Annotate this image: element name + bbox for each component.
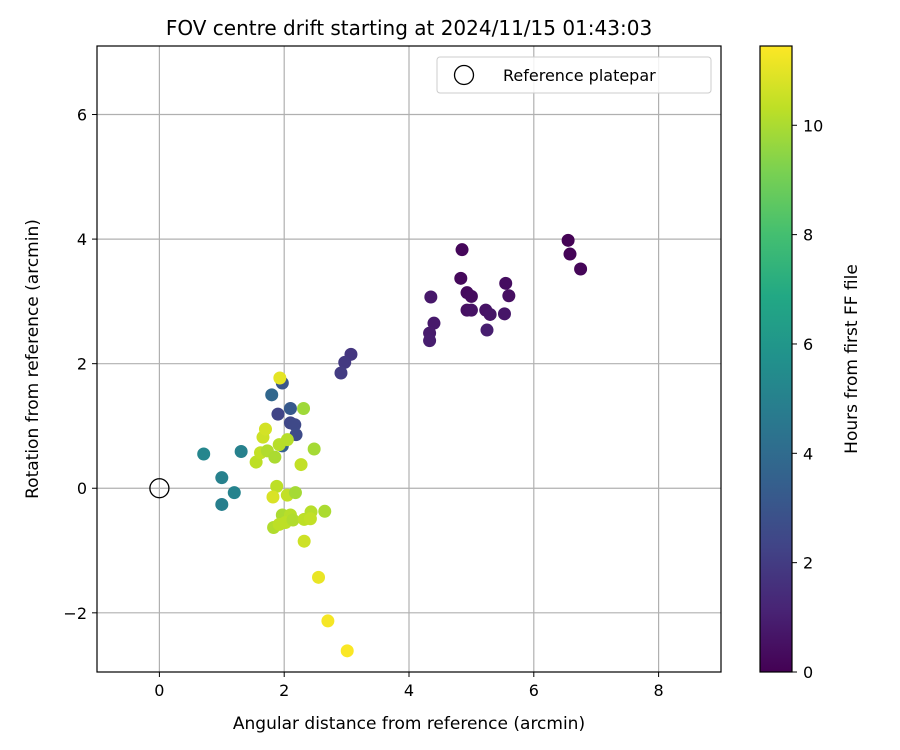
data-point: [497, 307, 511, 321]
data-point: [271, 407, 285, 421]
chart-title: FOV centre drift starting at 2024/11/15 …: [166, 16, 652, 40]
x-tick-label: 8: [654, 681, 664, 700]
data-point: [502, 289, 516, 303]
data-point: [266, 490, 280, 504]
data-point: [270, 479, 284, 493]
x-axis-ticks: 0 2 4 6 8: [154, 672, 664, 700]
data-point: [312, 570, 326, 584]
x-tick-label: 0: [154, 681, 164, 700]
legend-marker-reference: [453, 64, 475, 86]
y-axis-label: Rotation from reference (arcmin): [23, 219, 43, 499]
reference-platepar-marker: [149, 478, 170, 499]
data-point: [454, 271, 468, 285]
data-point: [197, 447, 211, 461]
data-point: [288, 418, 302, 432]
data-point: [283, 402, 297, 416]
data-point: [288, 486, 302, 500]
data-point: [574, 262, 588, 276]
data-point: [273, 371, 287, 385]
data-point: [215, 471, 229, 485]
legend-label-reference: Reference platepar: [503, 66, 656, 85]
x-tick-label: 4: [404, 681, 414, 700]
data-point: [427, 316, 441, 330]
data-point: [265, 388, 279, 402]
x-tick-label: 2: [279, 681, 289, 700]
data-point: [483, 307, 497, 321]
data-point: [227, 486, 241, 500]
y-tick-label: 4: [77, 230, 87, 249]
data-point: [258, 422, 272, 436]
data-point: [297, 402, 311, 416]
colorbar-gradient: [759, 45, 793, 673]
data-point: [480, 323, 494, 337]
data-point: [286, 513, 300, 527]
y-tick-label: 6: [77, 106, 87, 125]
colorbar-tick-label: 2: [803, 554, 813, 573]
data-point: [340, 644, 354, 658]
data-point: [424, 290, 438, 304]
grid-lines: [97, 46, 721, 672]
colorbar-tick-label: 6: [803, 335, 813, 354]
data-point: [423, 334, 437, 348]
data-point: [455, 243, 469, 257]
data-point: [561, 233, 575, 247]
colorbar-tick-label: 8: [803, 226, 813, 245]
data-point: [563, 247, 577, 261]
x-axis-label: Angular distance from reference (arcmin): [233, 714, 585, 734]
colorbar-tick-label: 10: [803, 116, 823, 135]
data-point: [499, 276, 513, 290]
data-point: [318, 504, 332, 518]
y-tick-label: 2: [77, 355, 87, 374]
colorbar-tick-label: 4: [803, 444, 813, 463]
y-axis-ticks: −2 0 2 4 6: [63, 106, 97, 623]
data-point: [294, 458, 308, 472]
colorbar-ticks: 0 2 4 6 8 10: [792, 116, 823, 682]
y-tick-label: −2: [63, 604, 87, 623]
colorbar-tick-label: 0: [803, 663, 813, 682]
colorbar-label: Hours from first FF file: [842, 264, 862, 454]
data-point: [272, 438, 286, 452]
data-point: [215, 497, 229, 511]
legend: Reference platepar: [436, 56, 712, 94]
data-point: [297, 534, 311, 548]
legend-box: [436, 56, 712, 94]
data-point: [307, 442, 321, 456]
data-point: [464, 303, 478, 317]
data-point: [272, 517, 286, 531]
data-point: [234, 444, 248, 458]
colorbar: 0 2 4 6 8 10 Hours from first FF file: [759, 45, 862, 682]
data-points: [149, 233, 588, 658]
data-point: [334, 366, 348, 380]
data-point: [464, 289, 478, 303]
y-tick-label: 0: [77, 479, 87, 498]
x-tick-label: 6: [529, 681, 539, 700]
data-point: [321, 614, 335, 628]
data-point: [338, 355, 352, 369]
data-point: [268, 450, 282, 464]
data-point: [303, 512, 317, 526]
